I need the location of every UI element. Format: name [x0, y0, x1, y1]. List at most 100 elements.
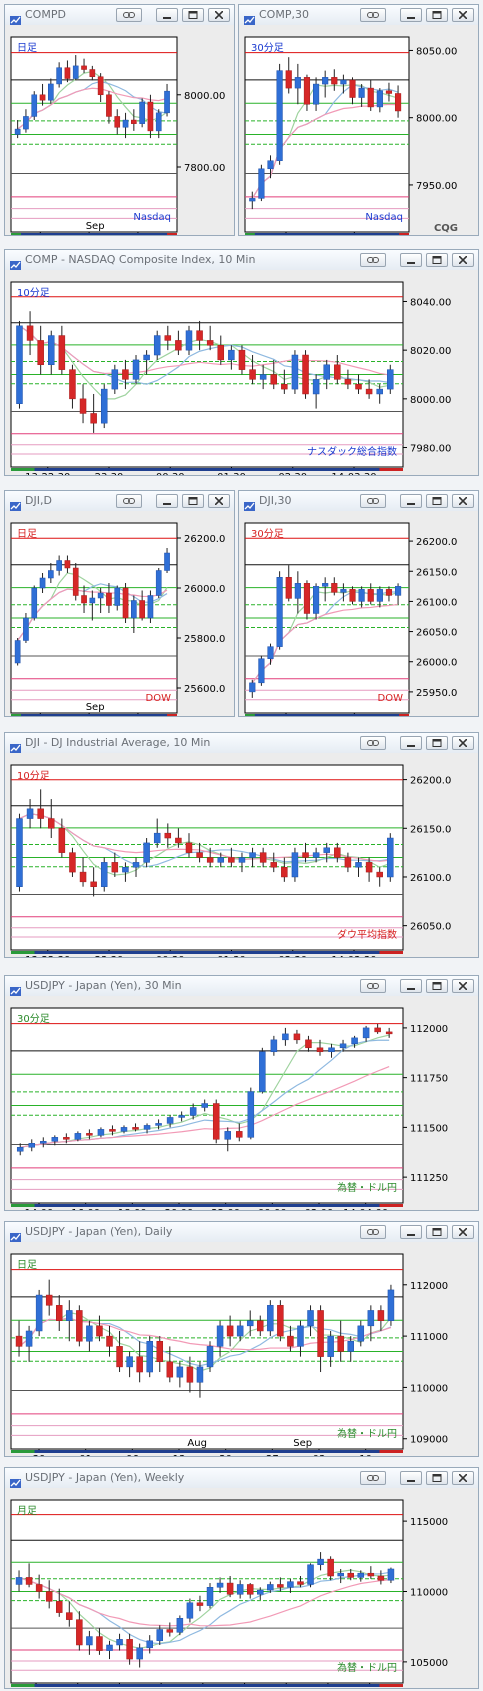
- chart-canvas[interactable]: 112000 111000 110000 109000 30 01 06 13 20 27 03 10…: [5, 1242, 478, 1456]
- candle: [328, 1043, 335, 1058]
- moving-average-line: [19, 325, 391, 376]
- title-bar[interactable]: USDJPY - Japan (Yen), Daily: [5, 1222, 478, 1243]
- candle: [106, 1640, 113, 1660]
- x-tick-label: 30: [33, 1454, 46, 1456]
- candle: [35, 1289, 43, 1337]
- x-tick-label: 01: [79, 1454, 92, 1456]
- candle-body-down: [257, 1320, 264, 1332]
- link-button[interactable]: [116, 494, 142, 508]
- chart-window-w9[interactable]: USDJPY - Japan (Yen), Weekly 115000 110000…: [4, 1467, 479, 1689]
- close-button[interactable]: [452, 8, 474, 22]
- x-tick-label: 02:30: [278, 472, 307, 475]
- instrument-label: Nasdaq: [133, 212, 171, 223]
- minimize-button[interactable]: [400, 1471, 422, 1485]
- minimize-button[interactable]: [400, 1225, 422, 1239]
- minimize-button[interactable]: [156, 494, 178, 508]
- close-button[interactable]: [452, 1471, 474, 1485]
- chart-canvas[interactable]: 112000 111750 111500 111250 14:00 16:00 18:00 2…: [5, 996, 478, 1210]
- maximize-button[interactable]: [426, 736, 448, 750]
- chart-canvas[interactable]: 26200.026000.025800.025600.0270410Sep日足D…: [5, 511, 234, 716]
- maximize-icon: [432, 739, 442, 747]
- maximize-button[interactable]: [426, 253, 448, 267]
- maximize-button[interactable]: [182, 8, 204, 22]
- minimize-button[interactable]: [400, 979, 422, 993]
- chart-window-w5[interactable]: DJI,30 26200.0 26150.0 26100.0 26050.0 26000.…: [238, 490, 479, 717]
- title-bar[interactable]: DJI,D: [5, 491, 234, 512]
- candle-body-down: [81, 595, 87, 604]
- maximize-button[interactable]: [426, 1471, 448, 1485]
- candlesticks: [15, 1552, 395, 1668]
- window-title: USDJPY - Japan (Yen), Daily: [25, 1225, 173, 1238]
- chart-canvas[interactable]: 26200.0 26150.0 26100.0 26050.0 13-22:30 23:3…: [5, 753, 478, 957]
- time-strip-end: [379, 468, 403, 471]
- chart-canvas[interactable]: 26200.0 26150.0 26100.0 26050.0 26000.0 25950…: [239, 511, 478, 716]
- candle: [385, 586, 393, 602]
- title-bar[interactable]: COMP - NASDAQ Composite Index, 10 Min: [5, 250, 478, 271]
- maximize-button[interactable]: [426, 1225, 448, 1239]
- candle-body-down: [64, 560, 71, 569]
- minimize-button[interactable]: [156, 8, 178, 22]
- link-button[interactable]: [360, 736, 386, 750]
- close-button[interactable]: [452, 253, 474, 267]
- minimize-icon: [407, 262, 415, 264]
- chart-window-w7[interactable]: USDJPY - Japan (Yen), 30 Min 112000 111750…: [4, 975, 479, 1211]
- candle: [317, 1552, 324, 1571]
- link-button[interactable]: [360, 1471, 386, 1485]
- y-tick-label: 26150.0: [416, 567, 457, 578]
- chart-window-w6[interactable]: DJI - DJ Industrial Average, 10 Min 26200…: [4, 732, 479, 958]
- x-tick-label: 23:30: [95, 472, 124, 475]
- title-bar[interactable]: COMPD: [5, 5, 234, 26]
- chart-window-w2[interactable]: COMP,308050.008000.007950.0013-22:3014-0…: [238, 4, 479, 236]
- link-button[interactable]: [116, 8, 142, 22]
- chart-canvas[interactable]: 8050.008000.007950.0013-22:3014-02:3030分…: [239, 25, 478, 235]
- cqg-logo: CQG: [434, 223, 458, 234]
- title-bar[interactable]: DJI,30: [239, 491, 478, 512]
- candle-body-up: [258, 168, 265, 199]
- candle: [246, 1310, 254, 1337]
- title-bar[interactable]: DJI - DJ Industrial Average, 10 Min: [5, 733, 478, 754]
- time-strip: [245, 714, 409, 716]
- link-button[interactable]: [360, 8, 386, 22]
- candle-body-down: [111, 862, 119, 873]
- maximize-button[interactable]: [426, 979, 448, 993]
- close-button[interactable]: [208, 494, 230, 508]
- chart-window-w8[interactable]: USDJPY - Japan (Yen), Daily 112000 111000 1…: [4, 1221, 479, 1457]
- minimize-button[interactable]: [400, 494, 422, 508]
- title-bar[interactable]: USDJPY - Japan (Yen), Weekly: [5, 1468, 478, 1489]
- link-button[interactable]: [360, 979, 386, 993]
- maximize-button[interactable]: [426, 494, 448, 508]
- candle-body-up: [196, 1366, 204, 1383]
- candle: [122, 583, 129, 623]
- candle: [303, 74, 311, 111]
- chart-canvas[interactable]: 8040.00 8020.00 8000.00 7980.00 13-22:30 23:3…: [5, 270, 478, 475]
- candle: [387, 364, 394, 394]
- minimize-button[interactable]: [400, 736, 422, 750]
- maximize-button[interactable]: [426, 8, 448, 22]
- candle-body-down: [45, 1294, 53, 1306]
- period-label: 10分足: [17, 287, 50, 299]
- close-button[interactable]: [452, 736, 474, 750]
- close-button[interactable]: [452, 979, 474, 993]
- maximize-button[interactable]: [182, 494, 204, 508]
- chart-window-w4[interactable]: DJI,D26200.026000.025800.025600.0270410S…: [4, 490, 235, 717]
- link-button[interactable]: [360, 253, 386, 267]
- chart-canvas[interactable]: 115000110000105000Feb18MarAprMayJunJulAu…: [5, 1488, 478, 1688]
- candle-body-down: [15, 1335, 23, 1347]
- candle: [357, 1570, 365, 1582]
- candle: [259, 1047, 266, 1094]
- close-button[interactable]: [452, 1225, 474, 1239]
- title-bar[interactable]: USDJPY - Japan (Yen), 30 Min: [5, 976, 478, 997]
- candle: [176, 1361, 184, 1388]
- link-button[interactable]: [360, 1225, 386, 1239]
- close-button[interactable]: [452, 494, 474, 508]
- link-button[interactable]: [360, 494, 386, 508]
- minimize-button[interactable]: [400, 253, 422, 267]
- title-bar[interactable]: COMP,30: [239, 5, 478, 26]
- maximize-icon: [432, 256, 442, 264]
- chart-window-w3[interactable]: COMP - NASDAQ Composite Index, 10 Min 804…: [4, 249, 479, 476]
- window-title: USDJPY - Japan (Yen), 30 Min: [25, 979, 182, 992]
- minimize-button[interactable]: [400, 8, 422, 22]
- close-button[interactable]: [208, 8, 230, 22]
